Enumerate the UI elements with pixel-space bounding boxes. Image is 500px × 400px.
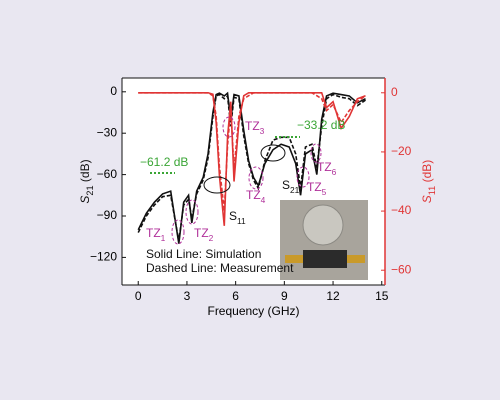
y-tick-label: −120 — [90, 250, 117, 264]
x-axis-label: Frequency (GHz) — [207, 304, 299, 318]
annotation-part: TZ — [317, 160, 332, 174]
x-tick-label: 0 — [135, 289, 142, 303]
device-photo — [280, 200, 368, 280]
y-axis-label: S21 (dB) — [78, 159, 95, 203]
annotation: TZ1 — [146, 226, 166, 243]
y-tick-label: −60 — [97, 167, 118, 181]
annotation-part: 21 — [290, 185, 300, 195]
annotation-part: 3 — [260, 126, 265, 136]
y-axis-label-part: (dB) — [78, 159, 92, 185]
tz-marker — [296, 166, 310, 188]
annotation: TZ6 — [317, 160, 337, 177]
annotation-part: TZ — [194, 226, 209, 240]
y2-axis-label-part: S — [420, 195, 434, 203]
tz-marker — [222, 116, 236, 138]
y2-axis-label: S11 (dB) — [420, 160, 437, 203]
annotation-part: 5 — [322, 187, 327, 197]
series-line — [138, 91, 366, 212]
x-tick-label: 3 — [184, 289, 191, 303]
annotation-part: −61.2 dB — [140, 155, 188, 169]
annotation: TZ2 — [194, 226, 214, 243]
y-tick-label: −30 — [97, 125, 118, 139]
annotation-part: Solid Line: Simulation — [146, 247, 261, 261]
annotation: −61.2 dB — [140, 155, 188, 169]
annotation: TZ4 — [246, 188, 266, 205]
annotation: S11 — [229, 209, 246, 226]
y2-axis-label-part: (dB) — [420, 160, 434, 186]
y2-axis-label-part: 11 — [427, 186, 437, 195]
y-tick-label: 0 — [110, 84, 117, 98]
x-tick-label: 15 — [375, 289, 389, 303]
annotation: Solid Line: Simulation — [146, 247, 261, 261]
annotation-part: TZ — [246, 188, 261, 202]
annotation: −33.2 dB — [297, 118, 345, 132]
y-tick-label: −90 — [97, 208, 118, 222]
series-line — [137, 93, 366, 241]
annotation-part: 11 — [237, 216, 246, 226]
tz-marker — [185, 199, 199, 225]
annotation-part: 4 — [261, 195, 266, 205]
annotation-part: 1 — [161, 233, 166, 243]
annotation-part: −33.2 dB — [297, 118, 345, 132]
y2-tick-label: −40 — [391, 203, 412, 217]
annotation: TZ5 — [307, 180, 327, 197]
annotation-part: 2 — [209, 233, 214, 243]
x-tick-label: 12 — [326, 289, 340, 303]
annotation-part: TZ — [146, 226, 161, 240]
y-axis-label-part: S — [78, 196, 92, 204]
tz-marker — [171, 219, 185, 245]
x-tick-label: 6 — [232, 289, 239, 303]
annotation-part: Dashed Line: Measurement — [146, 261, 294, 275]
y-axis-label-part: 21 — [85, 185, 95, 195]
series-line — [138, 91, 366, 226]
annotation: S21 — [282, 178, 300, 195]
curve-marker — [260, 144, 286, 162]
curve-marker — [203, 176, 231, 194]
annotation-part: S — [229, 209, 237, 223]
y2-tick-label: 0 — [391, 85, 398, 99]
annotation-part: TZ — [245, 119, 260, 133]
annotation-part: TZ — [307, 180, 322, 194]
y2-tick-label: −60 — [391, 262, 412, 276]
annotation-part: S — [282, 178, 290, 192]
annotation: Dashed Line: Measurement — [146, 261, 294, 275]
y2-tick-label: −20 — [391, 144, 412, 158]
annotation: TZ3 — [245, 119, 265, 136]
tz-marker — [248, 166, 264, 190]
annotation-part: 6 — [332, 167, 337, 177]
tz-marker — [310, 143, 322, 163]
x-tick-label: 9 — [281, 289, 288, 303]
